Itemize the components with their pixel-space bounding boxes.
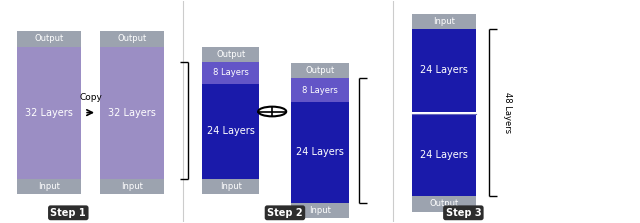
Text: Step 2: Step 2 [267, 208, 303, 218]
Text: 48 Layers: 48 Layers [504, 92, 513, 133]
Text: Output: Output [35, 34, 64, 43]
Text: Output: Output [429, 200, 459, 209]
Text: 8 Layers: 8 Layers [302, 86, 338, 95]
Text: 32 Layers: 32 Layers [25, 108, 73, 118]
Text: 24 Layers: 24 Layers [207, 126, 255, 136]
Bar [412, 29, 476, 112]
Bar [291, 63, 349, 78]
Text: Step 1: Step 1 [51, 208, 86, 218]
Text: Input: Input [121, 182, 143, 191]
Bar [17, 47, 81, 179]
Text: 24 Layers: 24 Layers [420, 150, 468, 160]
Text: Step 3: Step 3 [445, 208, 481, 218]
Bar [17, 179, 81, 194]
Bar [291, 78, 349, 102]
Text: Output: Output [216, 50, 245, 59]
Text: Input: Input [38, 182, 60, 191]
Text: Output: Output [305, 66, 335, 75]
Text: Output: Output [117, 34, 147, 43]
Text: Copy: Copy [79, 93, 102, 102]
Bar [100, 47, 164, 179]
Bar [412, 14, 476, 29]
Text: Input: Input [433, 17, 455, 26]
Text: Input: Input [309, 206, 331, 215]
Text: 24 Layers: 24 Layers [420, 65, 468, 75]
Text: Input: Input [220, 182, 242, 191]
Bar [291, 102, 349, 203]
Bar [412, 196, 476, 212]
Text: 8 Layers: 8 Layers [213, 68, 249, 77]
Bar [100, 179, 164, 194]
Bar [202, 62, 259, 84]
Bar [412, 114, 476, 196]
Text: 24 Layers: 24 Layers [296, 147, 344, 157]
Bar [291, 203, 349, 218]
Bar [17, 31, 81, 47]
Bar [202, 47, 259, 62]
Text: 32 Layers: 32 Layers [108, 108, 156, 118]
Bar [100, 31, 164, 47]
Bar [202, 179, 259, 194]
Bar [202, 84, 259, 179]
